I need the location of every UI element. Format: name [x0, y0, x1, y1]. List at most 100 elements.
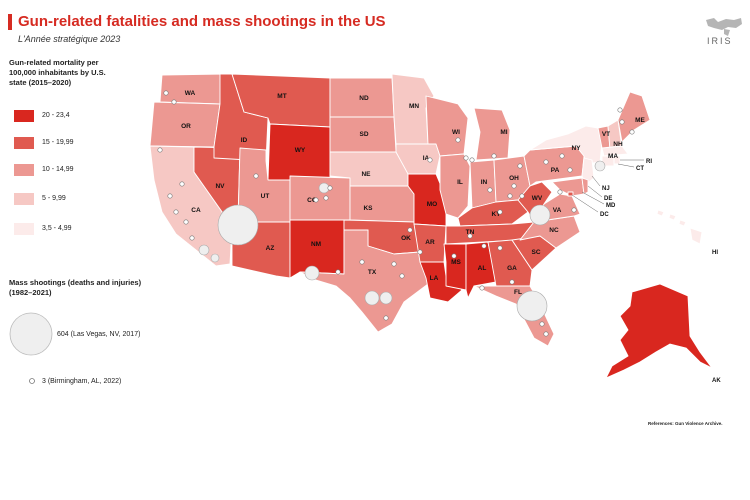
- legend-bubble-max: [9, 312, 53, 356]
- shooting-dot: [481, 243, 487, 249]
- legend-swatch-class-5: [14, 223, 34, 235]
- mortality-legend-title-2: 100,000 inhabitants by U.S.: [9, 68, 106, 77]
- shooting-dot: [455, 137, 461, 143]
- shooting-dot: [171, 99, 177, 105]
- state-AK: [605, 283, 713, 379]
- legend-label-class-5: 3,5 - 4,99: [42, 225, 72, 232]
- state-label-mt: MT: [277, 93, 286, 100]
- shooting-dot: [163, 90, 169, 96]
- title-accent-bar: [8, 14, 12, 30]
- state-MA: [601, 145, 629, 157]
- state-WA: [159, 73, 225, 105]
- shooting-dot: [157, 147, 163, 153]
- state-label-dc: DC: [600, 212, 609, 218]
- shooting-dot: [619, 119, 625, 125]
- state-WV: [517, 181, 553, 223]
- state-HI: [656, 209, 703, 245]
- shooting-dot: [417, 249, 423, 255]
- state-label-wv: WV: [532, 195, 543, 202]
- shooting-dot: [559, 153, 565, 159]
- state-label-wy: WY: [295, 147, 306, 154]
- state-label-pa: PA: [551, 167, 560, 174]
- state-label-va: VA: [553, 207, 562, 214]
- shootings-legend-title-2: (1982–2021): [9, 288, 52, 297]
- legend-bubble-max-label: 604 (Las Vegas, NV, 2017): [57, 331, 141, 338]
- state-label-az: AZ: [266, 245, 275, 252]
- state-label-ok: OK: [401, 235, 411, 242]
- state-GA: [487, 239, 533, 287]
- shooting-dot: [509, 279, 515, 285]
- shooting-dot: [167, 193, 173, 199]
- legend-bubble-min: [29, 378, 35, 384]
- shooting-bubble-orlando: [516, 290, 548, 322]
- shooting-dot: [173, 209, 179, 215]
- state-label-nj: NJ: [602, 186, 610, 192]
- shooting-dot: [497, 209, 503, 215]
- state-RI: [613, 155, 621, 165]
- shooting-dot: [467, 233, 473, 239]
- state-label-al: AL: [478, 265, 487, 272]
- shooting-dot: [629, 129, 635, 135]
- shooting-bubble-las-vegas: [217, 204, 259, 246]
- state-label-tx: TX: [368, 269, 377, 276]
- shooting-dot: [313, 197, 319, 203]
- shooting-dot: [183, 219, 189, 225]
- shooting-dot: [617, 107, 623, 113]
- state-label-mi: MI: [500, 129, 507, 136]
- leader-line-md: [581, 191, 605, 205]
- state-label-or: OR: [181, 123, 191, 130]
- state-IL: [439, 153, 471, 219]
- state-label-nd: ND: [359, 95, 369, 102]
- legend-label-class-1: 20 - 23,4: [42, 112, 70, 119]
- shooting-dot: [399, 273, 405, 279]
- shooting-dot: [511, 183, 517, 189]
- state-label-ny: NY: [571, 145, 581, 152]
- shooting-dot: [571, 207, 577, 213]
- shooting-dot: [517, 163, 523, 169]
- leader-line-ct: [617, 163, 635, 168]
- state-MS: [443, 243, 467, 291]
- shooting-dot: [487, 187, 493, 193]
- mortality-legend-title-3: state (2015–2020): [9, 78, 72, 87]
- shooting-dot: [539, 321, 545, 327]
- state-label-ia: IA: [423, 155, 430, 162]
- legend-swatch-class-1: [14, 110, 34, 122]
- references-note: References: Gun Violence Archive.: [648, 421, 723, 426]
- legend-label-class-2: 15 - 19,99: [42, 139, 74, 146]
- shooting-dot: [557, 189, 563, 195]
- state-label-la: LA: [430, 275, 439, 282]
- shooting-dot: [391, 261, 397, 267]
- state-LA: [419, 261, 463, 303]
- state-label-ma: MA: [608, 153, 618, 160]
- shooting-bubble-ny: [594, 160, 606, 172]
- state-label-ga: GA: [507, 265, 517, 272]
- state-KS: [349, 185, 415, 223]
- shooting-size-legend: [9, 312, 53, 384]
- logo-text: IRIS: [707, 36, 733, 46]
- state-label-sd: SD: [359, 131, 368, 138]
- state-label-wa: WA: [185, 90, 196, 97]
- shooting-dot: [253, 173, 259, 179]
- state-label-mn: MN: [409, 103, 419, 110]
- state-label-il: IL: [457, 179, 463, 186]
- legend-swatch-class-3: [14, 164, 34, 176]
- state-label-co: CO: [307, 197, 317, 204]
- state-label-ak: AK: [712, 378, 721, 384]
- shooting-dot: [491, 153, 497, 159]
- shooting-dot: [327, 185, 333, 191]
- state-NJ: [581, 157, 595, 185]
- state-label-vt: VT: [602, 131, 610, 138]
- leader-line-de: [587, 185, 603, 198]
- shooting-bubble-ca-1: [198, 244, 210, 256]
- state-label-nc: NC: [549, 227, 559, 234]
- state-label-in: IN: [481, 179, 488, 186]
- shooting-dot: [519, 193, 525, 199]
- state-label-nv: NV: [215, 183, 225, 190]
- shooting-dot: [567, 167, 573, 173]
- shooting-dot: [427, 157, 433, 163]
- state-label-nh: NH: [613, 141, 623, 148]
- state-label-ne: NE: [361, 171, 371, 178]
- shooting-dot: [323, 195, 329, 201]
- shooting-dot: [543, 159, 549, 165]
